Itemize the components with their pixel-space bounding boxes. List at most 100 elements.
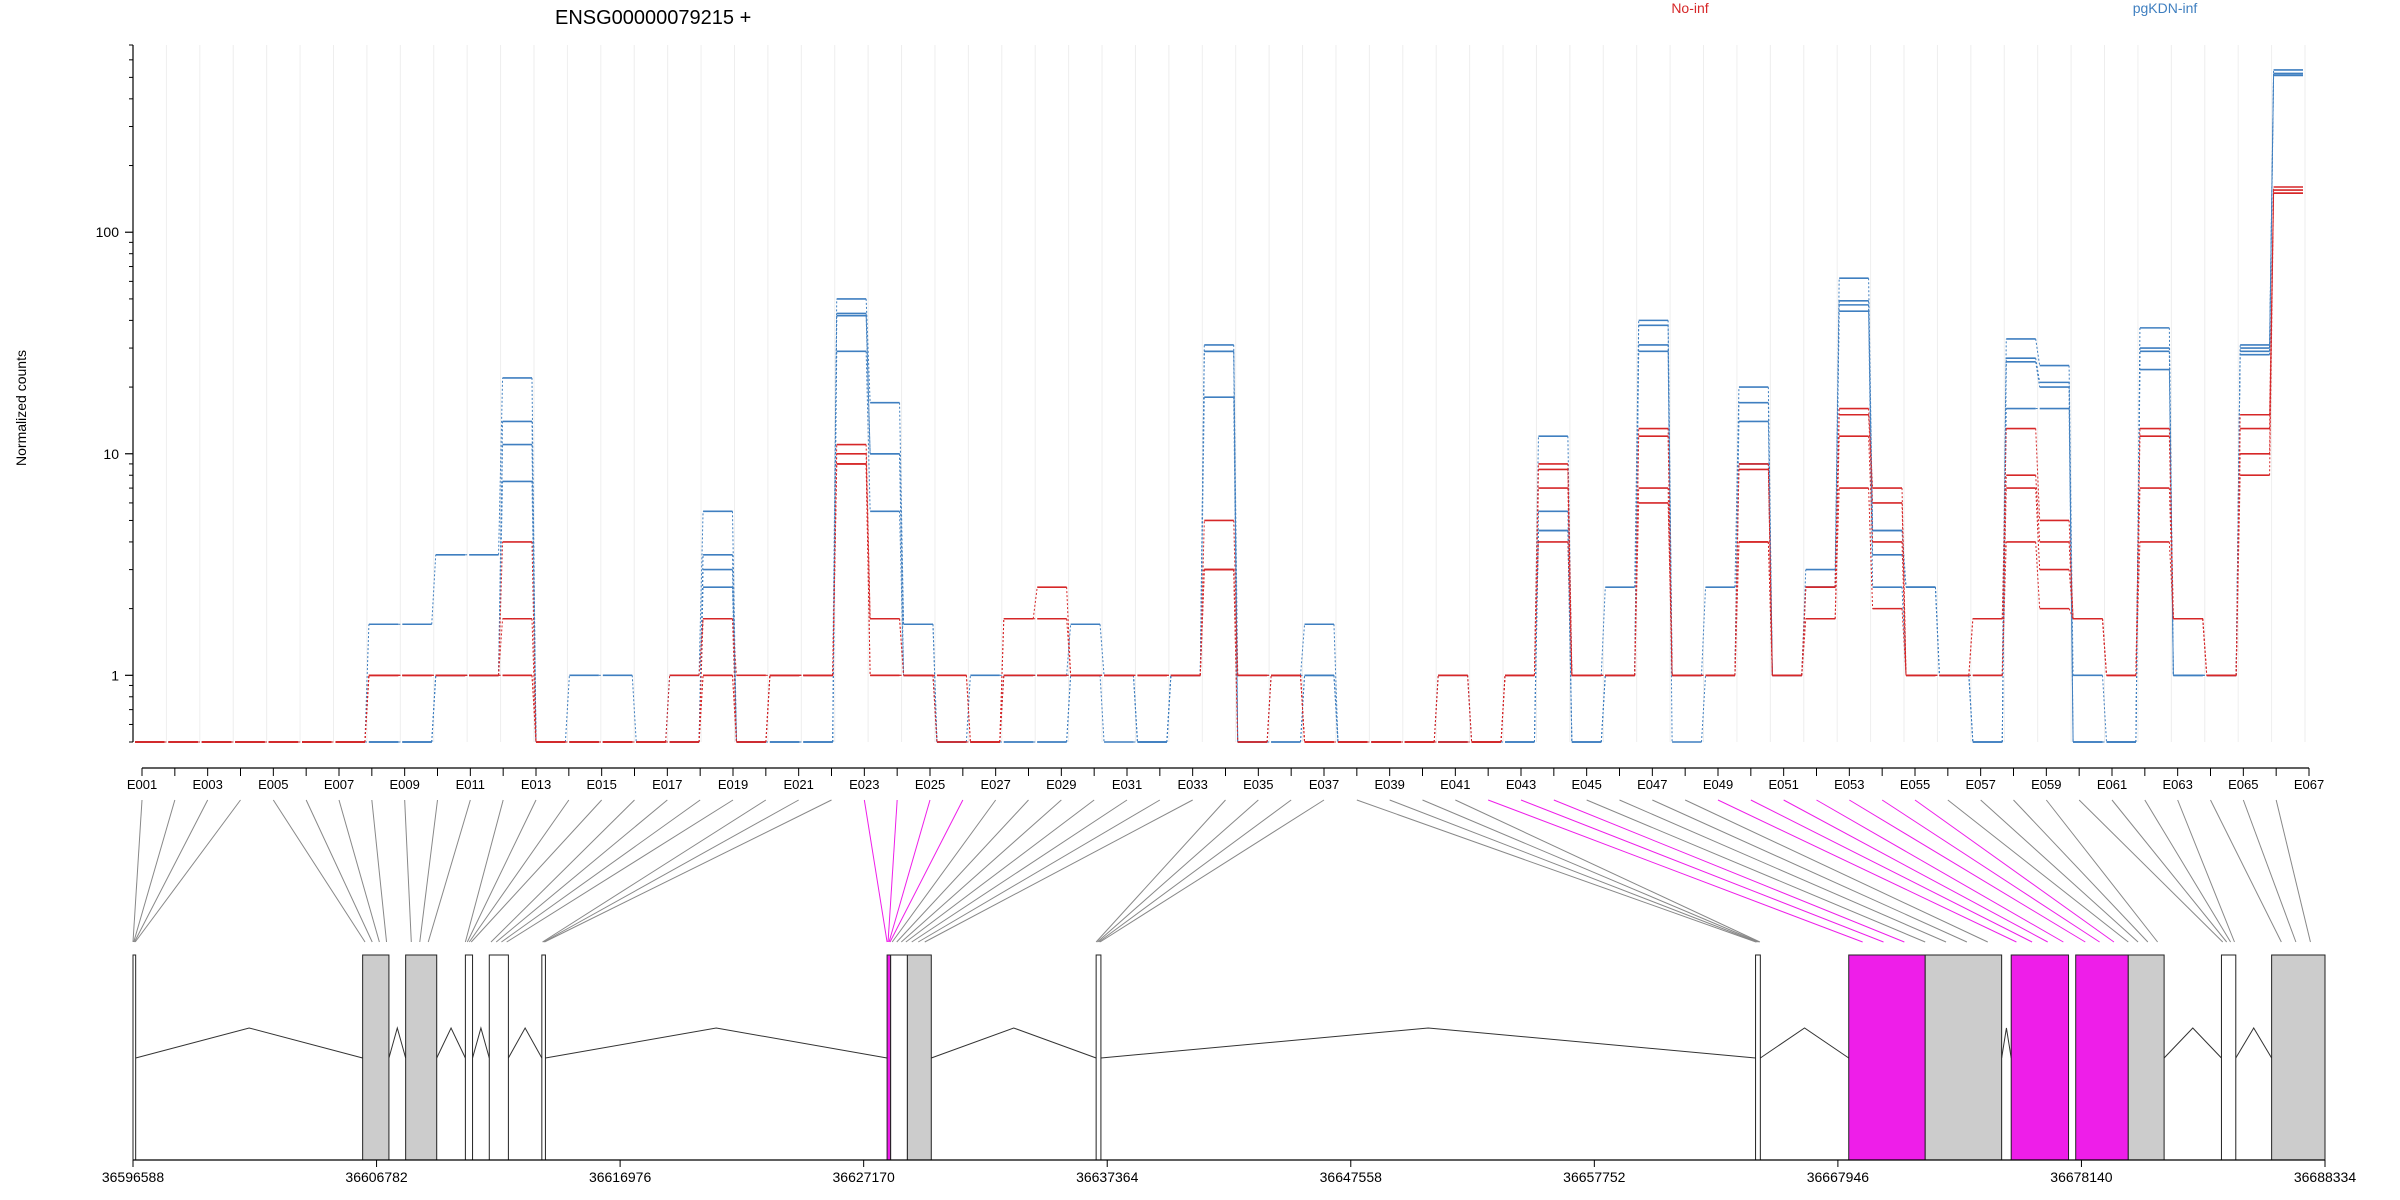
genome-tick-label: 36596588: [102, 1169, 165, 1185]
exon-connector: [1095, 799, 1226, 943]
series-pgkdn-inf: [135, 74, 2303, 743]
x-tick-label: E033: [1177, 777, 1207, 792]
intron-line: [135, 1027, 363, 1059]
genome-ticks: 36596588 36606782 36616976 36627170 36637364…: [102, 1159, 2357, 1185]
exon-box: [890, 954, 908, 1161]
series-connector: [2035, 475, 2041, 542]
x-tick-label: E059: [2031, 777, 2061, 792]
exon-box: [541, 954, 546, 1161]
exon-connector: [490, 799, 635, 943]
series-connector: [1300, 675, 1306, 743]
series-connector: [865, 351, 871, 512]
series-connector: [1066, 624, 1072, 676]
exon-connector: [924, 799, 1193, 943]
x-tick-label: E053: [1834, 777, 1864, 792]
x-tick-label: E015: [586, 777, 616, 792]
x-tick-label: E055: [1900, 777, 1930, 792]
exon-connector: [132, 799, 143, 943]
series-connector: [2135, 488, 2141, 676]
exon-connector: [896, 799, 1029, 943]
exon-connector: [2177, 799, 2235, 943]
intron-line: [545, 1027, 888, 1059]
series-connector: [1701, 587, 1707, 676]
series-connector: [1233, 344, 1239, 676]
genome-tick-label: 36678140: [2050, 1169, 2113, 1185]
x-tick-label: E067: [2294, 777, 2324, 792]
series-connector: [2102, 675, 2108, 743]
exon-connector: [1455, 799, 1761, 943]
series-connector: [1600, 587, 1606, 676]
series-connector: [1968, 618, 1974, 676]
series-connector: [2269, 193, 2275, 476]
exon-box: [2271, 954, 2326, 1161]
series-connector: [698, 675, 704, 743]
x-tick-label: E023: [849, 777, 879, 792]
genome-tick-label: 36688334: [2294, 1169, 2357, 1185]
series-connector: [1667, 351, 1673, 743]
exon-connector: [888, 799, 931, 943]
x-tick-label: E017: [652, 777, 682, 792]
series-pgkdn-inf: [135, 72, 2303, 743]
exon-connector: [1356, 799, 1757, 943]
series-connector: [698, 618, 704, 743]
exon-connector: [468, 799, 570, 943]
series-connector: [2168, 541, 2174, 619]
exon-box: [2220, 954, 2237, 1161]
series-connector: [2035, 358, 2041, 383]
exon-connector: [1619, 799, 1947, 943]
exon-connector: [917, 799, 1161, 943]
intron-line: [472, 1026, 490, 1059]
x-tick-label: E039: [1374, 777, 1404, 792]
series-connector: [999, 618, 1005, 743]
exon-connector: [2078, 799, 2224, 943]
x-tick-label: E031: [1112, 777, 1142, 792]
exon-connector: [134, 799, 209, 943]
chart-title: ENSG00000079215 +: [555, 7, 751, 29]
series-no-inf: [135, 186, 2303, 743]
series-connector: [498, 618, 504, 676]
series-connector: [2035, 488, 2041, 570]
series-connector: [2235, 475, 2241, 676]
exon-box: [1848, 954, 1926, 1161]
series-connector: [1467, 675, 1473, 743]
exon-connector: [900, 799, 1062, 943]
series-connector: [2269, 75, 2275, 355]
series-connector: [2202, 618, 2208, 676]
series-connector: [832, 351, 838, 743]
exon-connector: [134, 799, 241, 943]
series-connector: [531, 541, 537, 743]
exon-connector: [419, 799, 438, 943]
x-tick-label: E037: [1309, 777, 1339, 792]
legend-no-inf: No-inf: [1671, 0, 1708, 16]
exon-connector: [2210, 799, 2282, 943]
exon-connector: [427, 799, 471, 943]
intron-line: [436, 1026, 466, 1059]
genome-tick-label: 36616976: [589, 1169, 652, 1185]
series-connector: [1934, 587, 1940, 676]
intron-line: [931, 1027, 1097, 1059]
series-connector: [431, 675, 437, 743]
exon-connectors: [132, 799, 2311, 943]
series-connector: [2068, 408, 2074, 743]
series-connector: [1834, 414, 1840, 588]
series-connector: [1834, 436, 1840, 619]
series-connector: [899, 511, 905, 676]
series-connector: [1199, 569, 1205, 676]
series-connector: [2001, 408, 2007, 743]
series-connector: [1233, 397, 1239, 743]
intron-line: [2235, 1027, 2273, 1059]
series-connector: [865, 313, 871, 454]
x-tick-label: E011: [456, 777, 485, 792]
exon-connector: [1783, 799, 2048, 943]
legend-pgkdn-inf: pgKDN-inf: [2133, 0, 2198, 16]
x-tick-label: E061: [2097, 777, 2127, 792]
exon-connector: [1947, 799, 2129, 943]
intron-line: [2001, 1027, 2012, 1059]
genome-tick-label: 36627170: [833, 1169, 896, 1185]
exon-connector: [1097, 799, 1259, 943]
series-connector: [1701, 675, 1707, 743]
series-connector: [1066, 618, 1072, 676]
x-tick-label: E005: [258, 777, 288, 792]
exon-connector: [466, 799, 537, 943]
x-tick-label: E065: [2228, 777, 2258, 792]
